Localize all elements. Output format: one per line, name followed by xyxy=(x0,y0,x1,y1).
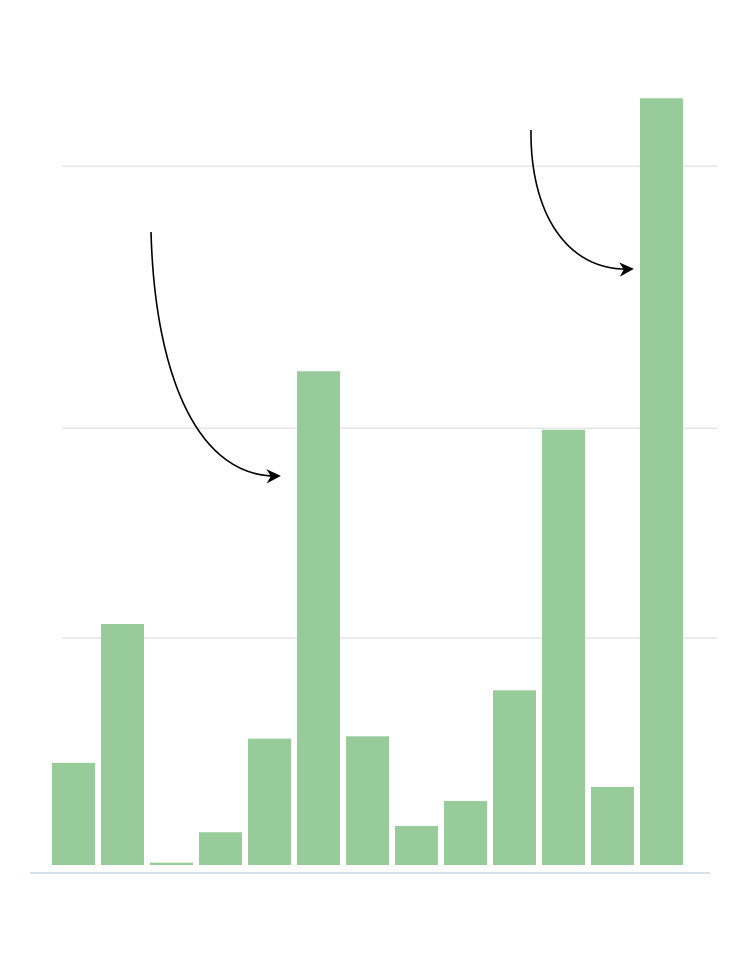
bar xyxy=(101,623,144,865)
annotation-arrow xyxy=(150,231,281,484)
bar xyxy=(248,738,291,865)
bar xyxy=(199,832,242,865)
bar xyxy=(150,862,193,865)
bar xyxy=(395,826,438,865)
bar xyxy=(444,801,487,865)
plot-area xyxy=(52,98,717,865)
bar xyxy=(297,371,340,865)
bar xyxy=(542,429,585,865)
bar xyxy=(640,98,683,865)
annotation-arrow xyxy=(530,129,634,277)
bar xyxy=(493,690,536,865)
bar xyxy=(591,787,634,865)
bar xyxy=(346,736,389,865)
bar xyxy=(52,762,95,865)
